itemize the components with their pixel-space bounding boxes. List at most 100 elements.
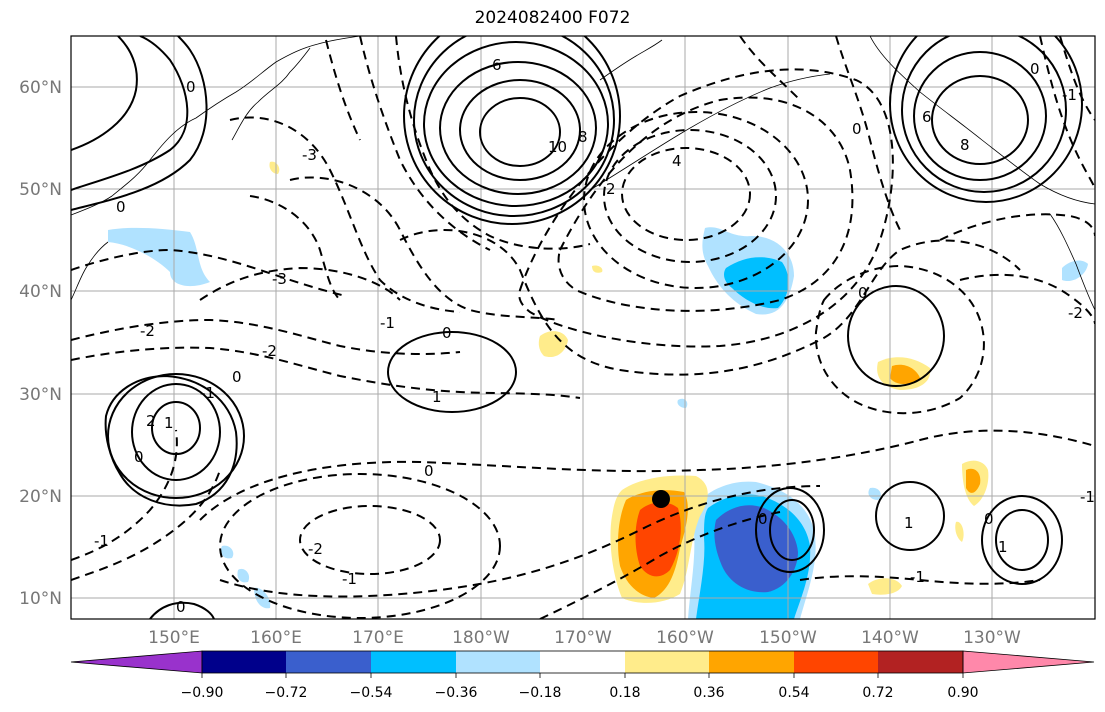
shade-neg-light [220, 545, 234, 559]
contour-label: -3 [272, 270, 287, 288]
contour-label: 0 [134, 448, 144, 466]
contour-label: -1 [1062, 86, 1077, 104]
colorbar-segment [456, 651, 540, 673]
contour-label: 2 [146, 412, 156, 430]
colorbar-tick-label: −0.90 [181, 685, 224, 701]
contour-label: -2 [140, 322, 155, 340]
contour-label: -1 [342, 570, 357, 588]
contour-solid [931, 75, 1029, 165]
contour-solid [901, 36, 1067, 193]
contour-dashed [199, 266, 401, 301]
contour-dashed [814, 264, 985, 415]
contour-dashed [199, 429, 1095, 521]
shade-neg-light [108, 227, 210, 287]
contour-label: -2 [1068, 304, 1083, 322]
contour-dashed [621, 147, 751, 241]
contour-dashed [399, 229, 1021, 376]
lat-label: 60°N [19, 78, 62, 98]
shade-pos-mid [966, 468, 981, 493]
coastline-layer [71, 36, 1095, 311]
lat-label: 10°N [19, 589, 62, 609]
colorbar-tick-label: −0.18 [519, 685, 562, 701]
contour-label: 0 [232, 368, 242, 386]
contour-label: 6 [922, 108, 932, 126]
lon-label: 150°W [759, 628, 817, 648]
longitude-labels: 150°E 160°E 170°E 180°W 170°W 160°W 150°… [148, 628, 1021, 648]
contour-solid [149, 601, 215, 619]
contour-label: 0 [858, 284, 868, 302]
contour-label: 8 [960, 136, 970, 154]
colorbar-extend-high [962, 650, 1095, 674]
contour-label: 0 [186, 78, 196, 96]
contour-label: -1 [910, 568, 925, 586]
contour-solid [104, 374, 238, 507]
contour-dashed [229, 116, 461, 313]
contour-label: 0 [852, 120, 862, 138]
contour-dashed [299, 505, 441, 575]
map-title: 2024082400 F072 [474, 8, 631, 28]
colorbar-segment [625, 651, 709, 673]
lat-label: 30°N [19, 385, 62, 405]
contour-label: 1 [164, 414, 174, 432]
shade-pos-light [269, 161, 280, 174]
contour-solid [413, 36, 615, 217]
coastline-alaska [869, 36, 1095, 205]
lon-label: 150°E [148, 628, 200, 648]
contour-solid [847, 285, 945, 387]
contour-label: 1 [998, 538, 1008, 556]
contour-solid [71, 36, 189, 191]
contour-label: -1 [200, 384, 215, 402]
contour-dashed [325, 39, 361, 141]
lon-label: 160°W [656, 628, 714, 648]
contour-solid [913, 51, 1047, 181]
coastline-japan [71, 241, 109, 301]
contour-layer [71, 36, 1095, 619]
contour-solid [479, 97, 561, 167]
contour-dashed [1039, 36, 1095, 191]
shade-pos-light [955, 521, 964, 542]
contour-label: -1 [94, 532, 109, 550]
contour-dashed [395, 36, 591, 250]
contour-solid [71, 36, 208, 211]
contour-dashed [219, 473, 501, 619]
contour-dashed [1059, 36, 1095, 121]
contour-label: -1 [1080, 488, 1095, 506]
contour-label: 0 [1030, 60, 1040, 78]
contour-solid [981, 495, 1063, 585]
contour-dashed [359, 36, 491, 251]
contour-dashed [835, 36, 901, 231]
lon-label: 130°W [963, 628, 1021, 648]
colorbar-tick-label: 0.36 [693, 685, 724, 701]
contour-label: 0 [176, 598, 186, 616]
contour-dashed [71, 318, 461, 355]
contour-solid [403, 36, 621, 225]
contour-dashed [249, 195, 341, 301]
contour-dashed [939, 213, 1095, 241]
lon-label: 160°E [250, 628, 302, 648]
lat-label: 20°N [19, 487, 62, 507]
contour-label: -2 [308, 540, 323, 558]
contour-label: 2 [606, 180, 616, 198]
shade-pos-light [592, 265, 603, 273]
contour-label: 0 [758, 510, 768, 528]
contour-label: -1 [380, 314, 395, 332]
colorbar-segment [540, 651, 625, 673]
coastline-kamchatka [231, 47, 311, 141]
contour-dashed [71, 248, 347, 297]
graticule [71, 36, 1095, 619]
shaded-anomaly-layer [108, 161, 1088, 619]
contour-dashed [71, 429, 178, 561]
contour-solid [423, 41, 609, 207]
latitude-labels: 60°N 50°N 40°N 30°N 20°N 10°N [19, 78, 62, 609]
shade-pos-strong [635, 502, 681, 577]
colorbar-tick-label: −0.72 [265, 685, 308, 701]
coastline-na-west [1049, 213, 1095, 311]
shade-pos-light [868, 578, 902, 595]
lat-label: 40°N [19, 282, 62, 302]
shade-neg-light [677, 398, 688, 408]
contour-label: 1 [904, 514, 914, 532]
contour-dashed [539, 511, 781, 619]
contour-label: 1 [432, 388, 442, 406]
colorbar-tick-label: 0.72 [862, 685, 893, 701]
colorbar-segment [709, 651, 794, 673]
